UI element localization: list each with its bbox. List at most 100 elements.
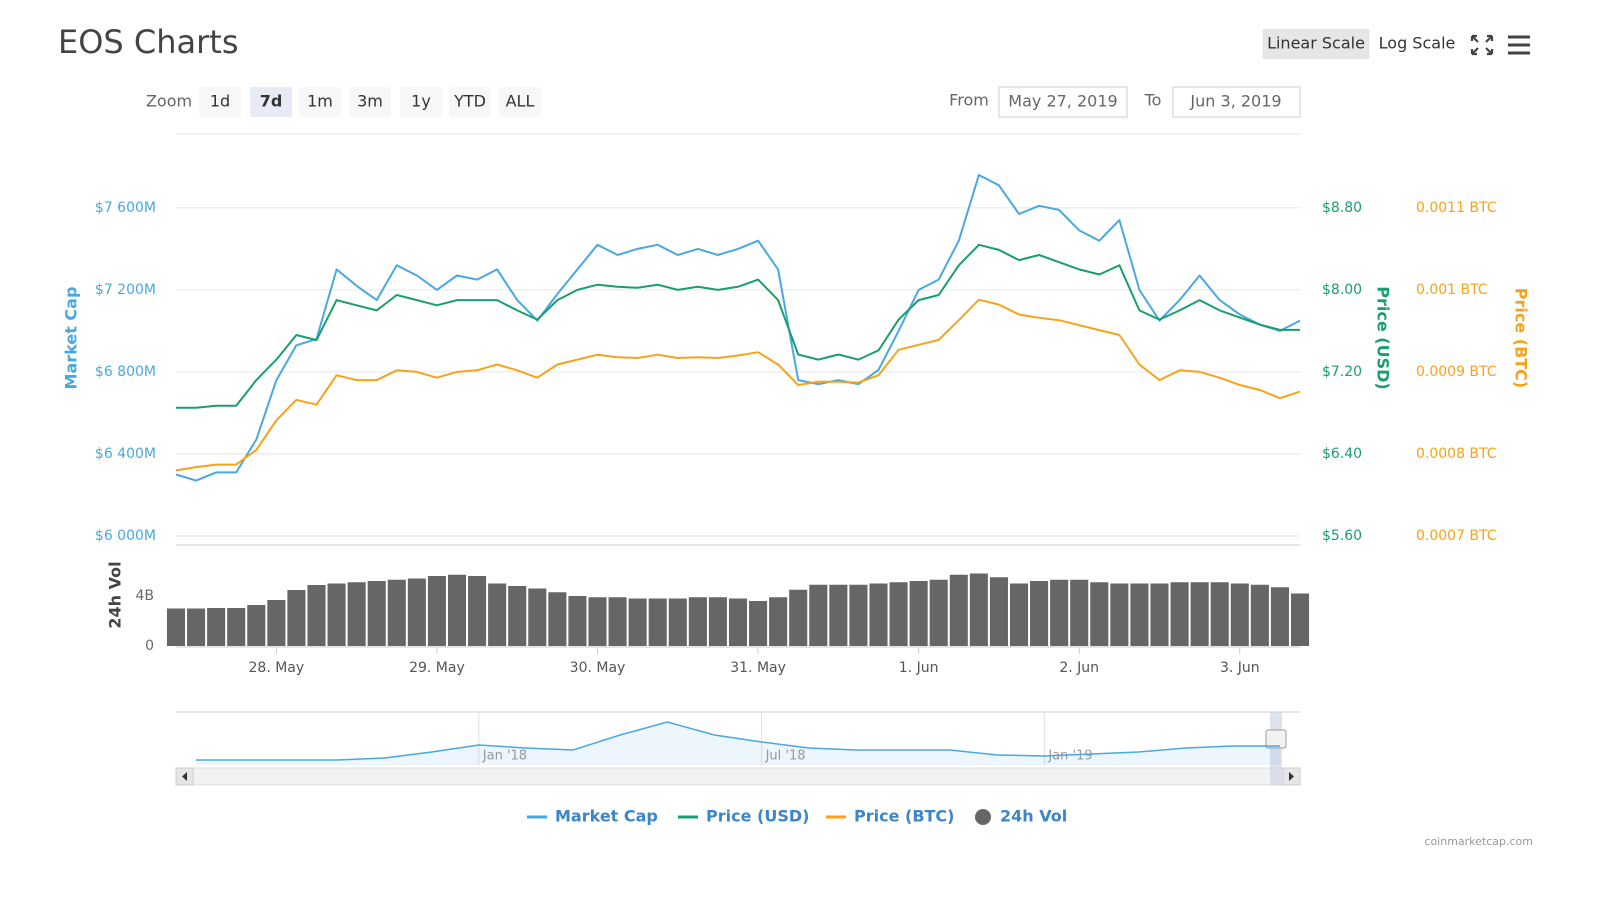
volume-bar bbox=[207, 608, 226, 646]
y-tick-label: $6 000M bbox=[95, 528, 156, 544]
volume-bar bbox=[1290, 593, 1310, 646]
volume-bar bbox=[869, 583, 888, 646]
y2-tick-label: $5.60 bbox=[1322, 528, 1362, 544]
y2-tick-label: $8.80 bbox=[1322, 200, 1362, 216]
series-line bbox=[175, 174, 1301, 482]
zoom-button[interactable] bbox=[299, 87, 341, 117]
zoom-button[interactable] bbox=[199, 87, 241, 117]
zoom-button-label[interactable]: YTD bbox=[453, 92, 486, 111]
legend-label[interactable]: Price (BTC) bbox=[854, 807, 954, 826]
volume-bar bbox=[668, 598, 687, 646]
volume-bar bbox=[488, 583, 507, 646]
scroll-right-arrow bbox=[1289, 772, 1294, 781]
vol-tick-label: 0 bbox=[145, 638, 154, 654]
zoom-button[interactable] bbox=[250, 87, 292, 117]
volume-bar bbox=[969, 573, 988, 646]
menu-icon[interactable] bbox=[1508, 35, 1530, 55]
y-tick-label: $7 200M bbox=[95, 282, 156, 298]
volume-bar bbox=[187, 608, 206, 646]
zoom-button-label[interactable]: 7d bbox=[260, 92, 283, 111]
volume-bar bbox=[1009, 583, 1029, 646]
x-tick-label: 1. Jun bbox=[899, 660, 939, 676]
x-tick-label: 3. Jun bbox=[1220, 660, 1260, 676]
zoom-button-label[interactable]: 1y bbox=[411, 92, 431, 111]
scroll-left-arrow bbox=[182, 772, 187, 781]
to-input[interactable] bbox=[1172, 86, 1301, 118]
navigator-line bbox=[196, 721, 1280, 761]
volume-bar bbox=[387, 579, 406, 646]
zoom-button-label[interactable]: 1m bbox=[307, 92, 333, 111]
credit: coinmarketcap.com bbox=[1424, 835, 1533, 848]
legend-symbol bbox=[975, 809, 991, 825]
y2-tick-label: $8.00 bbox=[1322, 282, 1362, 298]
scrollbar-track[interactable] bbox=[175, 767, 1301, 786]
y2-tick-label: $7.20 bbox=[1322, 364, 1362, 380]
volume-bar bbox=[528, 588, 547, 646]
zoom-button-label[interactable]: 1d bbox=[210, 92, 230, 111]
y3-tick-label: 0.0007 BTC bbox=[1416, 528, 1497, 544]
volume-bar bbox=[849, 584, 868, 646]
scale-button-label[interactable]: Log Scale bbox=[1379, 34, 1456, 53]
x-tick-label: 28. May bbox=[249, 660, 305, 676]
volume-bar bbox=[789, 589, 808, 646]
volume-bar bbox=[447, 574, 467, 646]
fullscreen-icon[interactable] bbox=[1470, 34, 1494, 56]
volume-bar bbox=[1210, 582, 1229, 646]
legend-label[interactable]: Price (USD) bbox=[706, 807, 809, 826]
volume-bar bbox=[1150, 583, 1169, 646]
volume-bar bbox=[1190, 582, 1209, 646]
volume-bar bbox=[166, 608, 186, 646]
x-tick-label: 29. May bbox=[409, 660, 465, 676]
from-label: From bbox=[949, 91, 989, 110]
volume-bar bbox=[829, 584, 848, 646]
series-line bbox=[175, 298, 1301, 472]
volume-bar bbox=[1110, 583, 1129, 646]
volume-bar bbox=[407, 578, 426, 646]
scale-button-label[interactable]: Linear Scale bbox=[1267, 34, 1365, 53]
zoom-button[interactable] bbox=[449, 87, 491, 117]
zoom-button-label[interactable]: ALL bbox=[506, 92, 535, 111]
volume-bar bbox=[1050, 579, 1069, 646]
zoom-button[interactable] bbox=[400, 87, 442, 117]
volume-bar bbox=[588, 597, 607, 646]
navigator-handle[interactable] bbox=[1265, 729, 1287, 749]
to-label: To bbox=[1144, 91, 1162, 110]
volume-bar bbox=[508, 586, 527, 646]
zoom-button-label[interactable]: 3m bbox=[357, 92, 383, 111]
volume-bar bbox=[909, 581, 928, 646]
volume-bar bbox=[1070, 579, 1089, 646]
volume-bar bbox=[628, 598, 647, 646]
volume-bar bbox=[648, 598, 667, 646]
axis-title: Market Cap bbox=[62, 287, 81, 390]
zoom-button[interactable] bbox=[499, 87, 541, 117]
volume-bar bbox=[949, 574, 968, 646]
y3-tick-label: 0.0011 BTC bbox=[1416, 200, 1497, 216]
scale-button[interactable] bbox=[1262, 29, 1370, 59]
volume-bar bbox=[367, 581, 386, 646]
to-value: Jun 3, 2019 bbox=[1189, 92, 1281, 111]
axis-title: 24h Vol bbox=[106, 561, 125, 628]
chart-title: EOS Charts bbox=[58, 23, 239, 61]
y2-tick-label: $6.40 bbox=[1322, 446, 1362, 462]
zoom-button[interactable] bbox=[349, 87, 391, 117]
x-tick-label: 2. Jun bbox=[1059, 660, 1099, 676]
navigator-label: Jan '18 bbox=[482, 749, 527, 764]
volume-bar bbox=[548, 592, 567, 646]
x-tick-label: 30. May bbox=[570, 660, 626, 676]
volume-bar bbox=[688, 597, 707, 646]
y-tick-label: $6 400M bbox=[95, 446, 156, 462]
y-tick-label: $6 800M bbox=[95, 364, 156, 380]
legend-label[interactable]: 24h Vol bbox=[1000, 807, 1067, 826]
from-input[interactable] bbox=[998, 86, 1128, 118]
vol-tick-label: 4B bbox=[135, 588, 154, 604]
x-tick-label: 31. May bbox=[730, 660, 786, 676]
volume-bar bbox=[1170, 582, 1189, 646]
volume-bar bbox=[1250, 584, 1269, 646]
volume-bar bbox=[929, 579, 948, 646]
legend-label[interactable]: Market Cap bbox=[555, 807, 658, 826]
axis-title: Price (USD) bbox=[1374, 286, 1393, 389]
series-line bbox=[176, 243, 1300, 409]
volume-bar bbox=[468, 576, 487, 646]
